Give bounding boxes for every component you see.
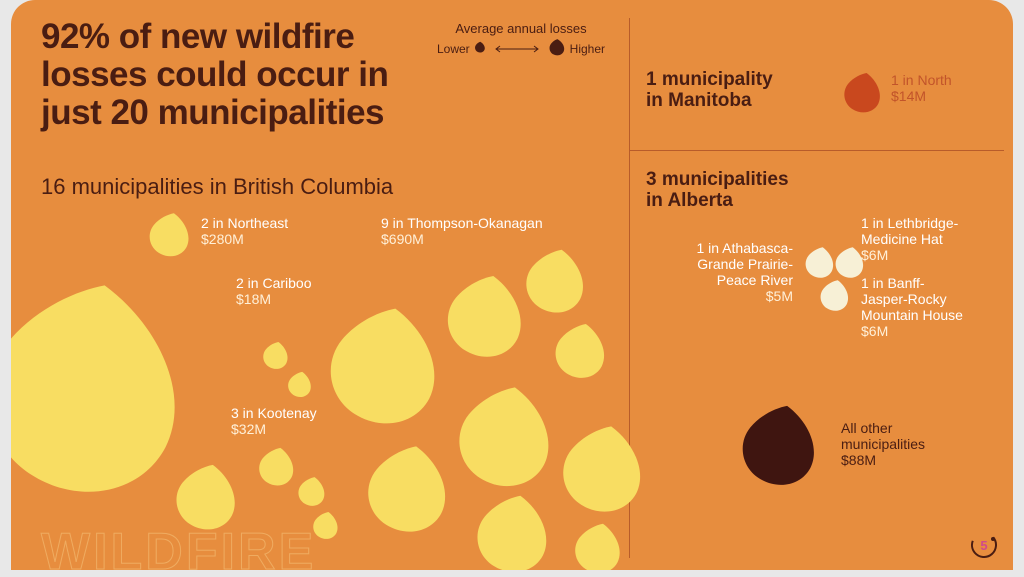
legend-droplet-big <box>548 38 566 59</box>
ab-banff-label: 1 in Banff- Jasper-Rocky Mountain House … <box>861 275 963 339</box>
legend-lower-label: Lower <box>437 42 470 56</box>
legend-scale: Lower Higher <box>421 38 621 59</box>
mb-title: 1 municipalityin Manitoba <box>646 70 773 112</box>
droplet-bc_to_6 <box>363 441 452 537</box>
legend-title: Average annual losses <box>421 22 621 36</box>
droplet-ab_1 <box>804 245 836 279</box>
droplet-bc_to_7 <box>473 491 552 570</box>
infographic-canvas: 92% of new wildfire losses could occur i… <box>11 0 1013 570</box>
droplet-bc_to_4 <box>552 320 608 380</box>
droplet-bc_to_9 <box>572 520 623 570</box>
ab-lethbridge-label: 1 in Lethbridge- Medicine Hat $6M <box>861 215 958 263</box>
wildfire-outline-text: WILDFIRE <box>41 522 316 570</box>
headline: 92% of new wildfire losses could occur i… <box>41 18 421 131</box>
divider-vertical <box>629 18 630 558</box>
droplet-bc_to_2 <box>443 271 527 362</box>
droplet-bc_cb_2 <box>287 370 313 398</box>
droplet-bc_kt_1 <box>257 445 296 487</box>
droplet-bc_to_5 <box>454 381 557 492</box>
legend: Average annual losses Lower Higher <box>421 22 621 59</box>
droplet-bc_big_left <box>11 271 191 503</box>
bc-kootenay-label: 3 in Kootenay $32M <box>231 405 317 437</box>
bc-thompson-label: 9 in Thompson-Okanagan $690M <box>381 215 543 247</box>
droplet-bc_kt_2 <box>297 475 327 507</box>
other-label: All other municipalities $88M <box>841 420 925 468</box>
divider-horizontal <box>629 150 1004 151</box>
legend-droplet-small <box>474 41 486 56</box>
ab-title: 3 municipalitiesin Alberta <box>646 170 789 212</box>
mb-label: 1 in North $14M <box>891 72 952 104</box>
legend-arrow-icon <box>490 45 544 53</box>
droplet-bc_to_3 <box>523 245 588 316</box>
droplet-bc_cb_1 <box>262 340 290 370</box>
droplet-ab_3 <box>819 278 851 312</box>
bc-northeast-label: 2 in Northeast $280M <box>201 215 288 247</box>
logo-badge: 5 <box>971 532 997 558</box>
bc-cariboo-label: 2 in Cariboo $18M <box>236 275 312 307</box>
droplet-other <box>738 401 820 490</box>
bc-title: 16 municipalities in British Columbia <box>41 175 393 199</box>
droplet-bc_ne_1 <box>147 210 192 258</box>
droplet-bc_to_1 <box>324 301 443 430</box>
legend-higher-label: Higher <box>570 42 605 56</box>
droplet-bc_to_8 <box>558 421 647 517</box>
ab-athabasca-label: 1 in Athabasca- Grande Prairie- Peace Ri… <box>653 240 793 304</box>
droplet-mb_1 <box>842 70 883 114</box>
